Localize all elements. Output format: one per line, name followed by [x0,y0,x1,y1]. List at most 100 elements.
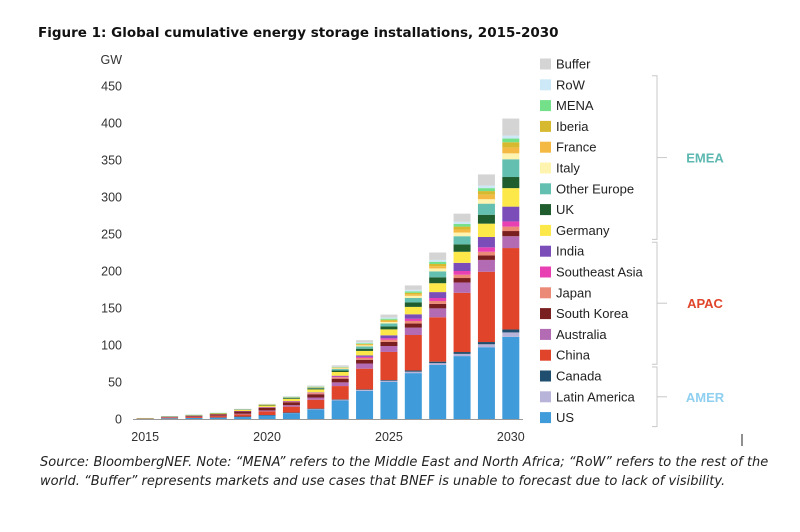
group-label: AMER [686,390,725,405]
legend-swatch [540,412,551,424]
bar-segment-italy [380,321,398,324]
bar-segment-us [185,417,203,419]
bar-segment-mena [404,291,422,293]
y-tick-label: 250 [101,228,122,242]
y-axis: 0 50 100 150 200 250 300 350 400 450 GW [100,53,122,427]
bar-segment-italy [502,153,520,160]
group-label: APAC [687,296,723,311]
bar-segment-china [453,292,471,353]
bar-segment-us [477,347,495,419]
bar-segment-japan [331,377,349,379]
legend-label: Buffer [556,57,591,72]
bar-segment-us [502,336,520,419]
legend-swatch [540,391,551,403]
bar-segment-iberia [502,142,520,148]
bar-segment-south-korea [282,402,300,406]
bar-segment-india [453,262,471,271]
bar-segment-china [331,386,349,400]
y-tick-label: 400 [101,117,122,131]
bar-segment-south-korea [429,303,447,309]
legend-swatch [540,349,551,361]
legend-item-southeast-asia: Southeast Asia [540,265,643,280]
legend-swatch [540,287,551,299]
bar-segment-australia [234,413,252,415]
bar-segment-uk [502,177,520,189]
legend-swatch [540,120,551,132]
bar-segment-buffer [307,385,325,387]
bar-segment-mena [356,343,374,344]
legend-label: Latin America [556,389,636,404]
legend-swatch [540,266,551,278]
bar-segment-south-korea [307,394,325,398]
bar-stack-2022 [307,385,325,419]
legend-label: India [556,244,585,259]
bar-segment-germany [380,329,398,336]
bar-segment-iberia [404,292,422,295]
legend-item-japan: Japan [540,285,591,300]
legend-item-buffer: Buffer [540,57,591,72]
bar-segment-uk [307,388,325,390]
legend-label: RoW [556,77,586,92]
bar-segment-other-europe [477,203,495,215]
legend-swatch [540,204,551,216]
bar-segment-australia [502,236,520,249]
legend-item-mena: MENA [540,98,594,113]
bar-segment-france [453,229,471,233]
bar-segment-latin-america [502,332,520,337]
bar-segment-japan [307,393,325,395]
bar-segment-other-europe [453,236,471,245]
legend-item-germany: Germany [540,223,610,238]
bar-segment-south-korea [404,323,422,328]
bar-stack-2025 [380,314,398,419]
bar-segment-other-europe [380,323,398,327]
bar-segment-germany [331,372,349,376]
bar-segment-germany [477,223,495,237]
bar-segment-southeast-asia [502,221,520,227]
bar-segment-buffer [453,213,471,222]
bar-segment-buffer [380,314,398,318]
bar-segment-germany [185,415,203,416]
bar-stack-2023 [331,365,349,419]
bar-segment-us [380,382,398,419]
bar-segment-latin-america [404,371,422,374]
bar-segment-uk [331,370,349,373]
bar-stack-2016 [161,416,179,419]
bar-segment-us [356,390,374,419]
bar-segment-latin-america [477,344,495,348]
legend-item-india: India [540,244,585,259]
legend-label: MENA [556,98,594,113]
bar-segment-row [502,135,520,139]
bar-segment-south-korea [477,255,495,260]
bar-segment-japan [453,274,471,279]
bar-segment-canada [404,370,422,372]
bar-segment-japan [477,251,495,256]
bar-segment-row [453,221,471,225]
legend-item-latin-america: Latin America [540,389,636,404]
legend-label: Canada [556,369,602,384]
bar-segment-uk [282,398,300,399]
legend-label: Germany [556,223,610,238]
bar-segment-south-korea [234,411,252,414]
bar-segment-india [380,335,398,339]
bar-segment-italy [477,199,495,204]
legend-item-iberia: Iberia [540,119,589,134]
bar-stack-2017 [185,414,203,419]
bar-segment-row [380,317,398,319]
bar-segment-china [161,417,179,419]
bar-segment-japan [356,357,374,360]
bar-segment-australia [404,327,422,336]
bar-segment-canada [502,329,520,333]
bar-segment-india [477,236,495,248]
bar-segment-south-korea [331,378,349,383]
bar-segment-us [307,409,325,419]
figure-title: Figure 1: Global cumulative energy stora… [38,25,559,41]
legend-swatch [540,162,551,174]
bar-segment-southeast-asia [453,271,471,275]
y-tick-label: 100 [101,339,122,353]
y-tick-label: 50 [108,376,122,390]
bar-segment-latin-america [331,399,349,401]
y-axis-label: GW [100,53,122,67]
bar-segment-south-korea [258,407,276,411]
bar-segment-china [356,368,374,390]
y-tick-label: 300 [101,191,122,205]
